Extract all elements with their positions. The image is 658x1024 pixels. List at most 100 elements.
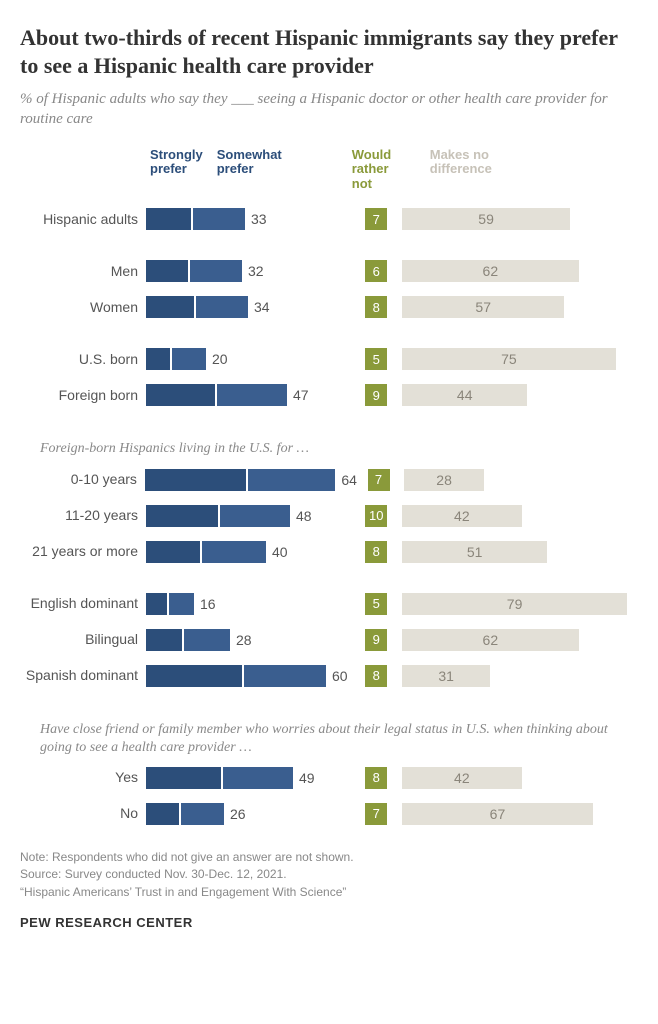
rather-not-value: 8 xyxy=(365,296,387,318)
data-row: 21 years or more40 8 51 xyxy=(20,537,638,567)
no-difference-bar: 57 xyxy=(402,296,564,318)
data-row: Spanish dominant60 8 31 xyxy=(20,661,638,691)
no-difference-value: 79 xyxy=(507,596,523,612)
row-label: English dominant xyxy=(20,596,146,611)
no-difference-bar: 62 xyxy=(402,260,579,282)
no-difference-value: 67 xyxy=(490,806,506,822)
row-label: Hispanic adults xyxy=(20,212,146,227)
prefer-total-value: 26 xyxy=(230,806,246,822)
prefer-bar: 34 xyxy=(146,296,354,318)
prefer-bar: 16 xyxy=(146,593,354,615)
footer-report: “Hispanic Americans’ Trust in and Engage… xyxy=(20,884,638,901)
strongly-prefer-segment xyxy=(146,296,194,318)
prefer-bar: 40 xyxy=(146,541,354,563)
no-difference-value: 51 xyxy=(467,544,483,560)
no-difference-value: 42 xyxy=(454,508,470,524)
strongly-prefer-segment xyxy=(146,665,242,687)
chart-body: Hispanic adults33759Men32662Women34857U.… xyxy=(20,204,638,829)
no-difference-value: 31 xyxy=(438,668,454,684)
somewhat-prefer-segment xyxy=(200,541,266,563)
prefer-bar: 33 xyxy=(146,208,354,230)
no-difference-value: 62 xyxy=(483,632,499,648)
rather-not-value: 9 xyxy=(365,629,387,651)
somewhat-prefer-segment xyxy=(188,260,242,282)
somewhat-prefer-segment xyxy=(170,348,206,370)
no-difference-bar: 79 xyxy=(402,593,627,615)
rather-not-value: 8 xyxy=(365,541,387,563)
prefer-total-value: 33 xyxy=(251,211,267,227)
strongly-prefer-segment xyxy=(146,803,179,825)
data-row: Bilingual28962 xyxy=(20,625,638,655)
prefer-total-value: 47 xyxy=(293,387,309,403)
somewhat-prefer-segment xyxy=(179,803,224,825)
no-difference-bar: 75 xyxy=(402,348,616,370)
somewhat-prefer-segment xyxy=(221,767,293,789)
no-difference-bar: 67 xyxy=(402,803,593,825)
prefer-bar: 28 xyxy=(146,629,354,651)
strongly-prefer-segment xyxy=(146,541,200,563)
rather-not-value: 9 xyxy=(365,384,387,406)
no-difference-value: 28 xyxy=(436,472,452,488)
legend-strongly: Stronglyprefer xyxy=(150,148,203,178)
group-note: Have close friend or family member who w… xyxy=(40,721,630,757)
prefer-total-value: 49 xyxy=(299,770,315,786)
prefer-total-value: 34 xyxy=(254,299,270,315)
no-difference-value: 59 xyxy=(478,211,494,227)
data-row: 11-20 years481042 xyxy=(20,501,638,531)
data-row: No26767 xyxy=(20,799,638,829)
somewhat-prefer-segment xyxy=(182,629,230,651)
no-difference-bar: 51 xyxy=(402,541,547,563)
data-row: Yes49842 xyxy=(20,763,638,793)
prefer-bar: 49 xyxy=(146,767,354,789)
row-label: Women xyxy=(20,300,146,315)
prefer-bar: 32 xyxy=(146,260,354,282)
prefer-bar: 47 xyxy=(146,384,354,406)
no-difference-bar: 44 xyxy=(402,384,527,406)
data-row: Men32662 xyxy=(20,256,638,286)
prefer-bar: 48 xyxy=(146,505,354,527)
data-row: U.S. born20575 xyxy=(20,344,638,374)
prefer-bar: 60 xyxy=(146,665,354,687)
legend: Stronglyprefer Somewhatprefer Wouldrathe… xyxy=(20,148,638,193)
row-label: 0-10 years xyxy=(20,472,145,487)
no-difference-value: 44 xyxy=(457,387,473,403)
row-label: Yes xyxy=(20,770,146,785)
prefer-total-value: 32 xyxy=(248,263,264,279)
no-difference-value: 42 xyxy=(454,770,470,786)
data-row: Hispanic adults33759 xyxy=(20,204,638,234)
no-difference-bar: 28 xyxy=(404,469,484,491)
rather-not-value: 5 xyxy=(365,348,387,370)
somewhat-prefer-segment xyxy=(191,208,245,230)
legend-nodiff: Makes nodifference xyxy=(430,148,492,178)
somewhat-prefer-segment xyxy=(167,593,194,615)
prefer-total-value: 48 xyxy=(296,508,312,524)
legend-somewhat: Somewhatprefer xyxy=(217,148,282,178)
data-row: Foreign born47944 xyxy=(20,380,638,410)
strongly-prefer-segment xyxy=(146,208,191,230)
footer: Note: Respondents who did not give an an… xyxy=(20,849,638,901)
somewhat-prefer-segment xyxy=(215,384,287,406)
strongly-prefer-segment xyxy=(146,629,182,651)
data-row: English dominant16579 xyxy=(20,589,638,619)
prefer-total-value: 28 xyxy=(236,632,252,648)
no-difference-value: 57 xyxy=(475,299,491,315)
no-difference-value: 62 xyxy=(483,263,499,279)
rather-not-value: 10 xyxy=(365,505,387,527)
row-label: Spanish dominant xyxy=(20,668,146,683)
chart-subtitle: % of Hispanic adults who say they ___ se… xyxy=(20,89,638,130)
rather-not-value: 6 xyxy=(365,260,387,282)
strongly-prefer-segment xyxy=(146,767,221,789)
prefer-bar: 26 xyxy=(146,803,354,825)
strongly-prefer-segment xyxy=(146,260,188,282)
rather-not-value: 8 xyxy=(365,665,387,687)
no-difference-bar: 59 xyxy=(402,208,570,230)
group-note: Foreign-born Hispanics living in the U.S… xyxy=(40,440,630,458)
somewhat-prefer-segment xyxy=(194,296,248,318)
no-difference-bar: 42 xyxy=(402,505,522,527)
footer-note: Note: Respondents who did not give an an… xyxy=(20,849,638,866)
logo: PEW RESEARCH CENTER xyxy=(20,915,638,930)
strongly-prefer-segment xyxy=(146,348,170,370)
row-label: 21 years or more xyxy=(20,544,146,559)
legend-rather: Wouldrather not xyxy=(352,148,412,193)
prefer-total-value: 20 xyxy=(212,351,228,367)
